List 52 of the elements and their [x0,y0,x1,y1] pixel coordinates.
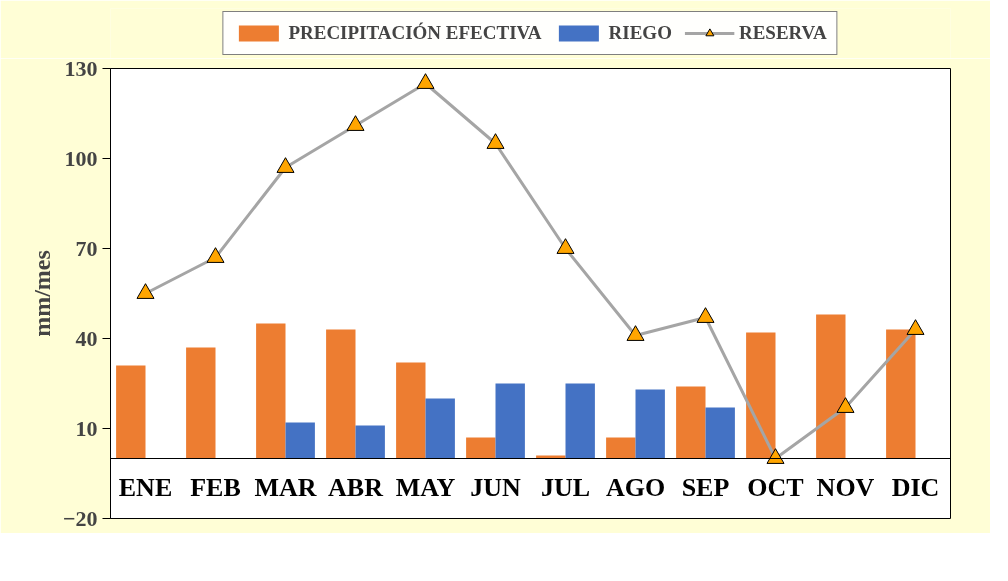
bar [705,407,735,459]
legend-label: PRECIPITACIÓN EFECTIVA [288,22,542,44]
point [136,283,155,299]
bar [746,332,776,459]
point [766,448,785,464]
bar [186,347,216,459]
y-axis-title: mm/mes [28,250,55,337]
y-tick-label: 10 [75,415,98,441]
y-tick-label: −20 [62,505,98,531]
bar [466,437,496,459]
bar [495,383,525,459]
bar [285,422,315,459]
point [906,319,925,335]
x-tick-label: JUN [470,472,521,502]
point [276,157,295,173]
x-tick-label: ABR [328,472,384,502]
point [416,73,435,89]
x-tick-label: AGO [605,472,666,502]
bar [396,362,426,459]
bar [116,365,146,459]
point [206,247,225,263]
y-tick-label: 40 [75,325,98,351]
bar [816,314,846,459]
bar [355,425,385,459]
bar [326,329,356,459]
x-tick-label: MAR [254,472,317,502]
x-tick-label: FEB [190,472,241,502]
point [696,307,715,323]
point [486,133,505,149]
legend-label: RESERVA [738,22,827,44]
x-tick-label: JUL [540,472,591,502]
point [556,238,575,254]
x-tick-label: ENE [118,472,173,502]
x-tick-label: OCT [747,472,804,502]
bar [425,398,455,459]
x-tick-label: NOV [816,472,875,502]
y-tick-label: 70 [75,235,98,261]
bar [606,437,636,459]
point [836,397,855,413]
y-tick-label: 100 [64,145,98,171]
bar [886,329,916,459]
y-tick-label: 130 [64,55,98,81]
point [346,115,365,131]
bar [256,323,286,459]
legend-label: RIEGO [608,22,672,44]
x-tick-label: MAY [395,472,456,502]
bar [676,386,706,459]
bar [565,383,595,459]
x-tick-label: SEP [681,472,730,502]
point [626,325,645,341]
bar [635,389,665,459]
x-tick-label: DIC [891,472,940,502]
